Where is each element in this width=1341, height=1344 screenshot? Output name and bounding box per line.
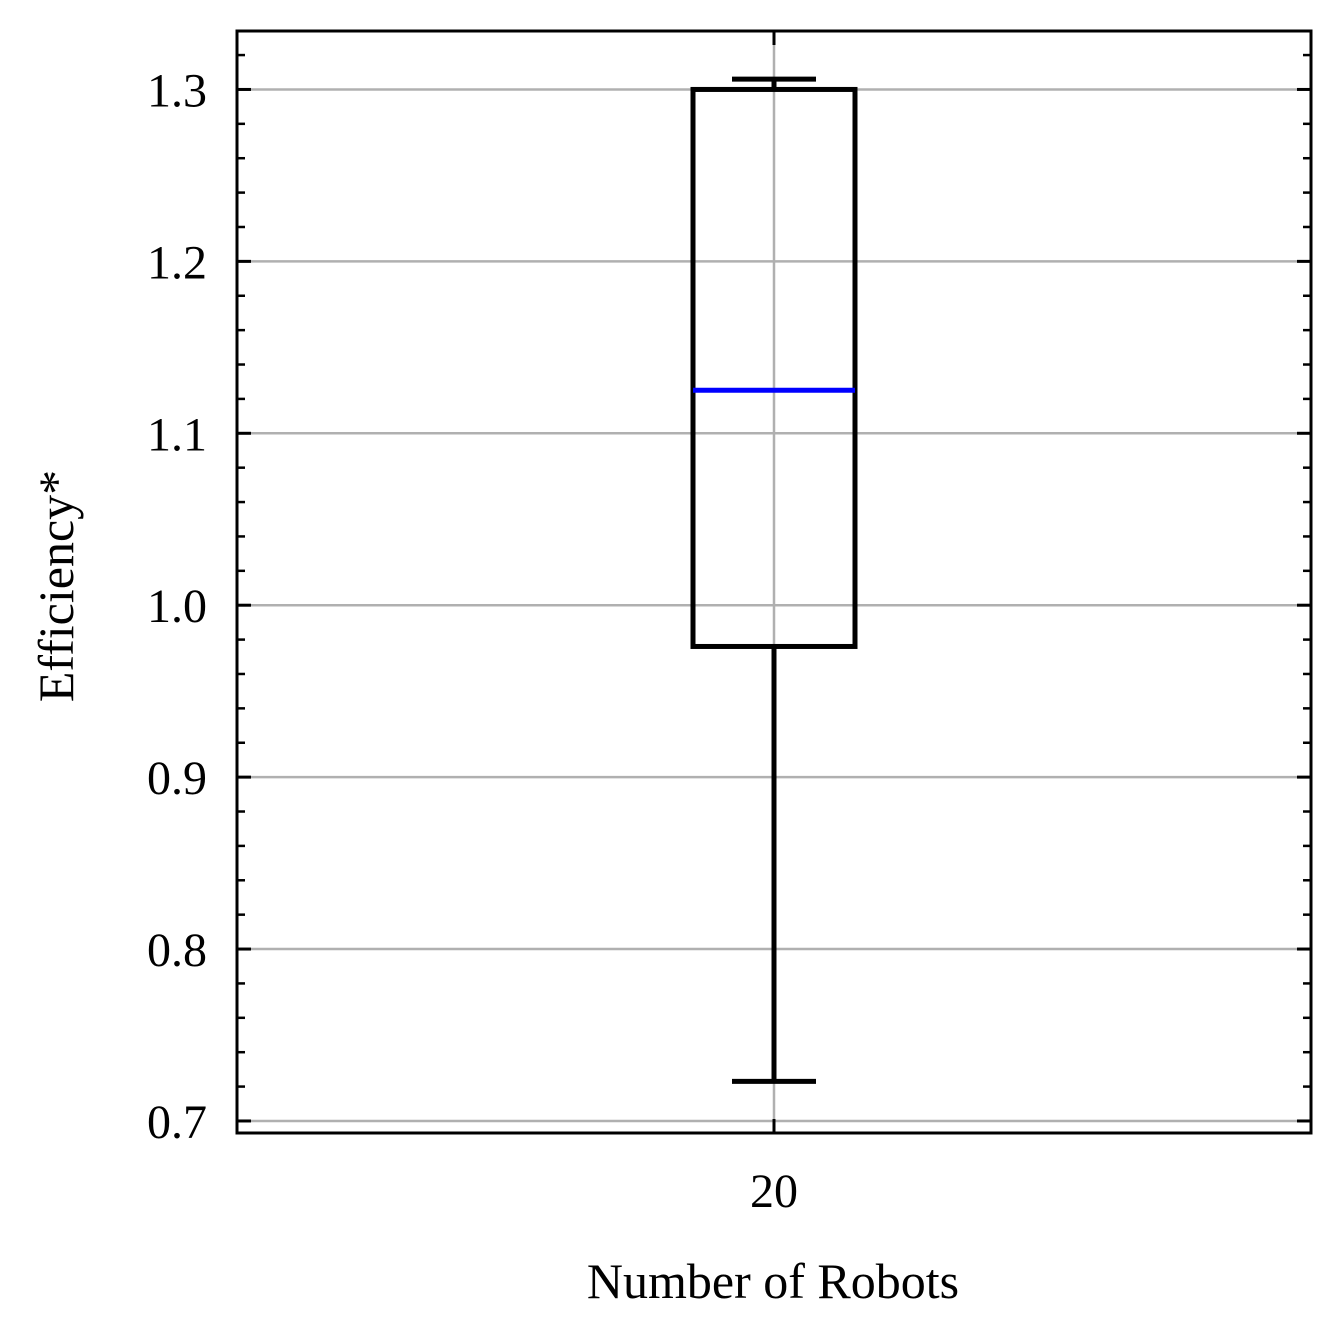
y-axis-title: Efficiency*	[28, 470, 84, 702]
tick-layer	[237, 31, 1311, 1133]
y-tick-label: 0.7	[147, 1096, 207, 1149]
box-iqr	[690, 86, 858, 649]
y-tick-label: 1.1	[147, 408, 207, 461]
x-axis-title: Number of Robots	[587, 1253, 959, 1309]
y-tick-label: 0.8	[147, 924, 207, 977]
x-tick-label: 20	[750, 1165, 798, 1218]
y-tick-label: 0.9	[147, 752, 207, 805]
box-plot	[690, 76, 858, 1084]
tick-labels: 0.7 0.8 0.9 1.0 1.1 1.2 1.3 20	[147, 64, 798, 1218]
y-tick-label: 1.0	[147, 580, 207, 633]
y-tick-label: 1.2	[147, 236, 207, 289]
box-group	[690, 76, 858, 1084]
y-tick-label: 1.3	[147, 64, 207, 117]
